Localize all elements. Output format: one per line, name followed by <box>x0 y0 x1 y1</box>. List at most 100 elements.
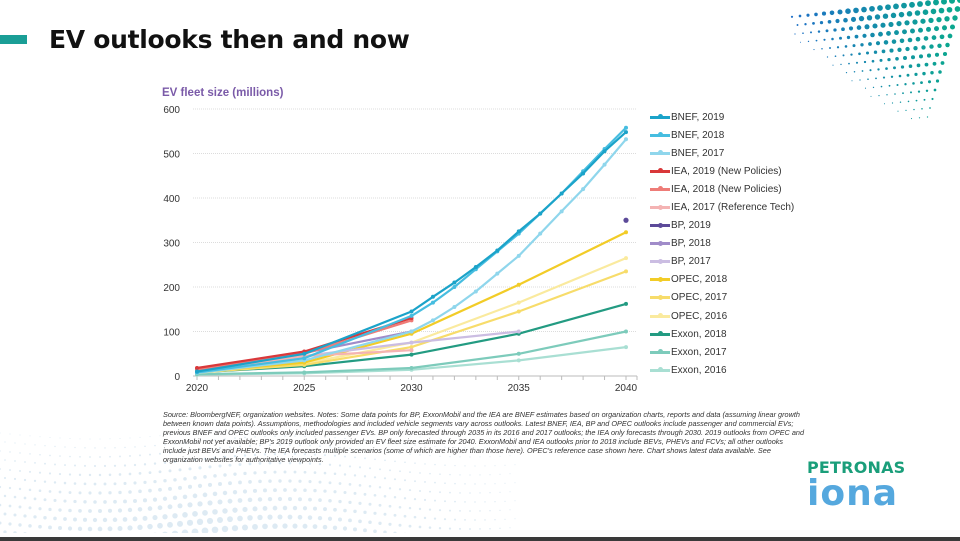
decor-dot <box>152 497 158 502</box>
decor-dot <box>98 491 102 495</box>
decor-dot <box>278 479 282 483</box>
decor-dot <box>158 470 162 474</box>
decor-dot <box>293 452 297 456</box>
decor-dot <box>373 476 377 479</box>
decor-dot <box>318 498 322 502</box>
decor-dot <box>807 40 810 43</box>
decor-dot <box>83 464 87 467</box>
decor-dot <box>258 462 262 465</box>
decor-dot <box>88 491 92 495</box>
data-point-bnef-2017 <box>624 137 628 142</box>
decor-dot <box>454 447 456 449</box>
decor-dot <box>93 500 97 504</box>
decor-dot <box>24 443 26 445</box>
x-tick-label: 2020 <box>186 383 209 394</box>
decor-dot <box>332 525 338 530</box>
data-point-bnef-2018 <box>430 300 435 305</box>
decor-dot <box>242 506 248 513</box>
decor-dot <box>23 496 27 500</box>
decor-dot <box>921 45 926 50</box>
decor-dot <box>399 452 401 454</box>
decor-dot <box>279 426 281 428</box>
decor-dot <box>314 435 316 438</box>
decor-dot <box>894 93 896 95</box>
decor-dot <box>68 508 72 513</box>
decor-dot <box>323 507 327 512</box>
decor-dot <box>913 46 918 51</box>
decor-dot <box>112 517 118 523</box>
decor-dot <box>882 76 886 79</box>
decor-dot <box>228 463 232 467</box>
decor-dot <box>419 472 421 474</box>
decor-dot <box>399 434 401 436</box>
decor-dot <box>938 70 942 74</box>
decor-dot <box>54 445 56 448</box>
decor-dot <box>288 479 292 483</box>
series-line-bnef-2017 <box>195 138 628 374</box>
decor-dot <box>192 493 198 499</box>
decor-dot <box>19 469 21 472</box>
decor-dot <box>912 82 915 85</box>
decor-dot <box>68 473 72 476</box>
decor-dot <box>389 433 391 435</box>
decor-dot <box>886 30 891 36</box>
decor-dot <box>207 482 213 487</box>
decor-dot <box>243 454 247 457</box>
decor-dot <box>172 495 178 501</box>
decor-dot <box>69 438 71 440</box>
decor-dot <box>902 92 904 95</box>
decor-dot <box>237 498 243 503</box>
decor-dot <box>253 471 257 475</box>
decor-dot <box>869 69 872 72</box>
decor-dot <box>920 18 926 24</box>
decor-dot <box>434 481 436 484</box>
decor-dot <box>368 485 372 488</box>
decor-dot <box>173 460 177 464</box>
decor-dot <box>853 7 859 14</box>
decor-dot <box>484 519 486 521</box>
decor-dot <box>904 20 910 26</box>
decor-dot <box>263 470 267 474</box>
decor-dot <box>439 455 441 457</box>
decor-dot <box>208 465 212 469</box>
decor-dot <box>874 14 881 20</box>
decor-dot <box>833 28 837 32</box>
decor-dot <box>8 522 12 526</box>
decor-dot <box>133 481 137 485</box>
decor-dot <box>924 62 929 67</box>
x-tick-label: 2030 <box>400 383 423 394</box>
legend-label: Exxon, 2016 <box>671 364 727 376</box>
legend-label: OPEC, 2017 <box>671 292 728 304</box>
decor-dot <box>806 13 810 17</box>
decor-dot <box>901 2 907 9</box>
decor-dot <box>814 12 818 17</box>
decor-dot <box>239 445 241 448</box>
decor-dot <box>209 430 211 432</box>
decor-dot <box>872 86 875 89</box>
decor-dot <box>258 479 262 484</box>
legend-item: Exxon, 2017 <box>650 343 794 361</box>
decor-dot <box>34 461 36 464</box>
decor-dot <box>114 447 116 449</box>
decor-dot <box>940 61 945 65</box>
decor-dot <box>48 525 52 530</box>
decor-dot <box>509 491 511 493</box>
legend-swatch <box>650 222 670 228</box>
decor-dot <box>157 505 163 511</box>
decor-dot <box>903 56 907 60</box>
decor-dot <box>859 79 861 81</box>
decor-dot <box>454 500 456 503</box>
decor-dot <box>925 0 931 7</box>
decor-dot <box>504 464 506 466</box>
decor-dot <box>957 0 960 3</box>
decor-dot <box>802 32 804 35</box>
decor-dot <box>443 518 447 521</box>
decor-dot <box>826 56 829 58</box>
legend-item: BP, 2018 <box>650 235 794 253</box>
decor-dot <box>4 441 6 443</box>
decor-dot <box>896 21 902 27</box>
y-tick-label: 100 <box>163 328 180 339</box>
decor-dot <box>839 36 842 40</box>
data-point-exxon-2018 <box>409 352 414 357</box>
decor-dot <box>404 461 406 464</box>
